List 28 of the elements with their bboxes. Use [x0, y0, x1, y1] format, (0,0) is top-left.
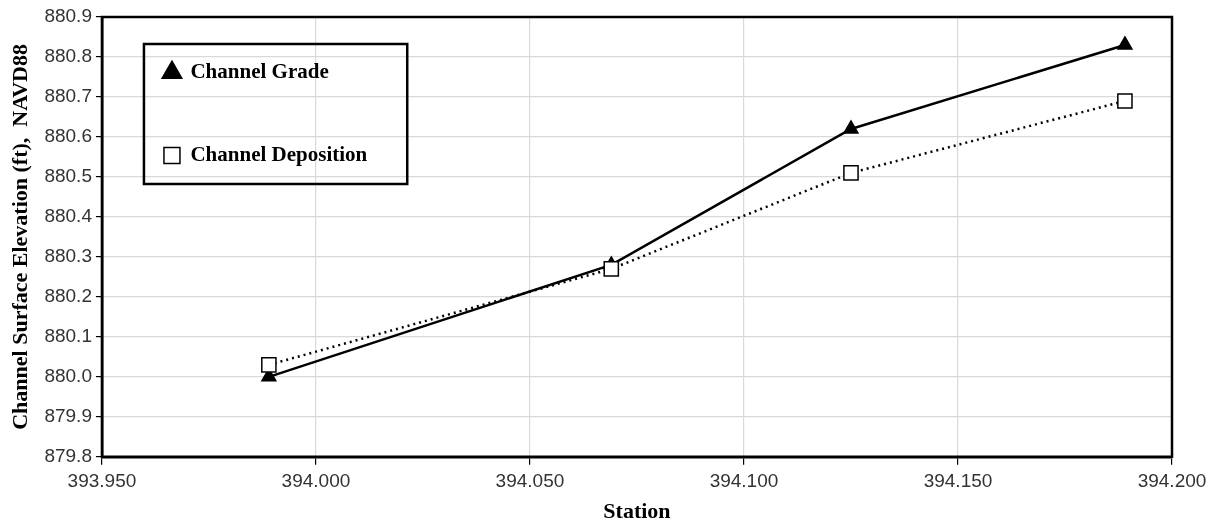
point [1117, 93, 1133, 109]
legend-label: Channel Deposition [190, 141, 368, 166]
point [843, 120, 859, 134]
y-tick-label: 880.6 [44, 125, 92, 147]
point [1117, 36, 1133, 50]
y-tick-label: 880.1 [44, 325, 92, 347]
y-tick-label: 880.0 [44, 365, 92, 387]
point [843, 165, 859, 181]
y-tick-label: 880.7 [44, 85, 92, 107]
point [261, 357, 277, 373]
x-tick-label: 394.050 [495, 470, 565, 492]
y-tick-label: 880.2 [44, 285, 92, 307]
y-tick-label: 880.3 [44, 245, 92, 267]
y-axis-title: Channel Surface Elevation (ft), NAVD88 [6, 43, 32, 430]
x-tick-label: 394.200 [1137, 470, 1207, 492]
x-tick-label: 393.950 [67, 470, 137, 492]
x-tick-label: 394.150 [923, 470, 993, 492]
x-tick-label: 394.100 [709, 470, 779, 492]
y-tick-label: 880.9 [44, 5, 92, 27]
y-tick-label: 879.8 [44, 445, 92, 467]
x-tick-label: 394.000 [281, 470, 351, 492]
y-tick-label: 879.9 [44, 405, 92, 427]
y-tick-label: 880.5 [44, 165, 92, 187]
legend-label: Channel Grade [190, 58, 329, 83]
y-tick-label: 880.4 [44, 205, 93, 227]
x-axis-title: Station [603, 498, 671, 524]
point [603, 261, 620, 277]
y-tick-label: 880.8 [44, 45, 92, 67]
